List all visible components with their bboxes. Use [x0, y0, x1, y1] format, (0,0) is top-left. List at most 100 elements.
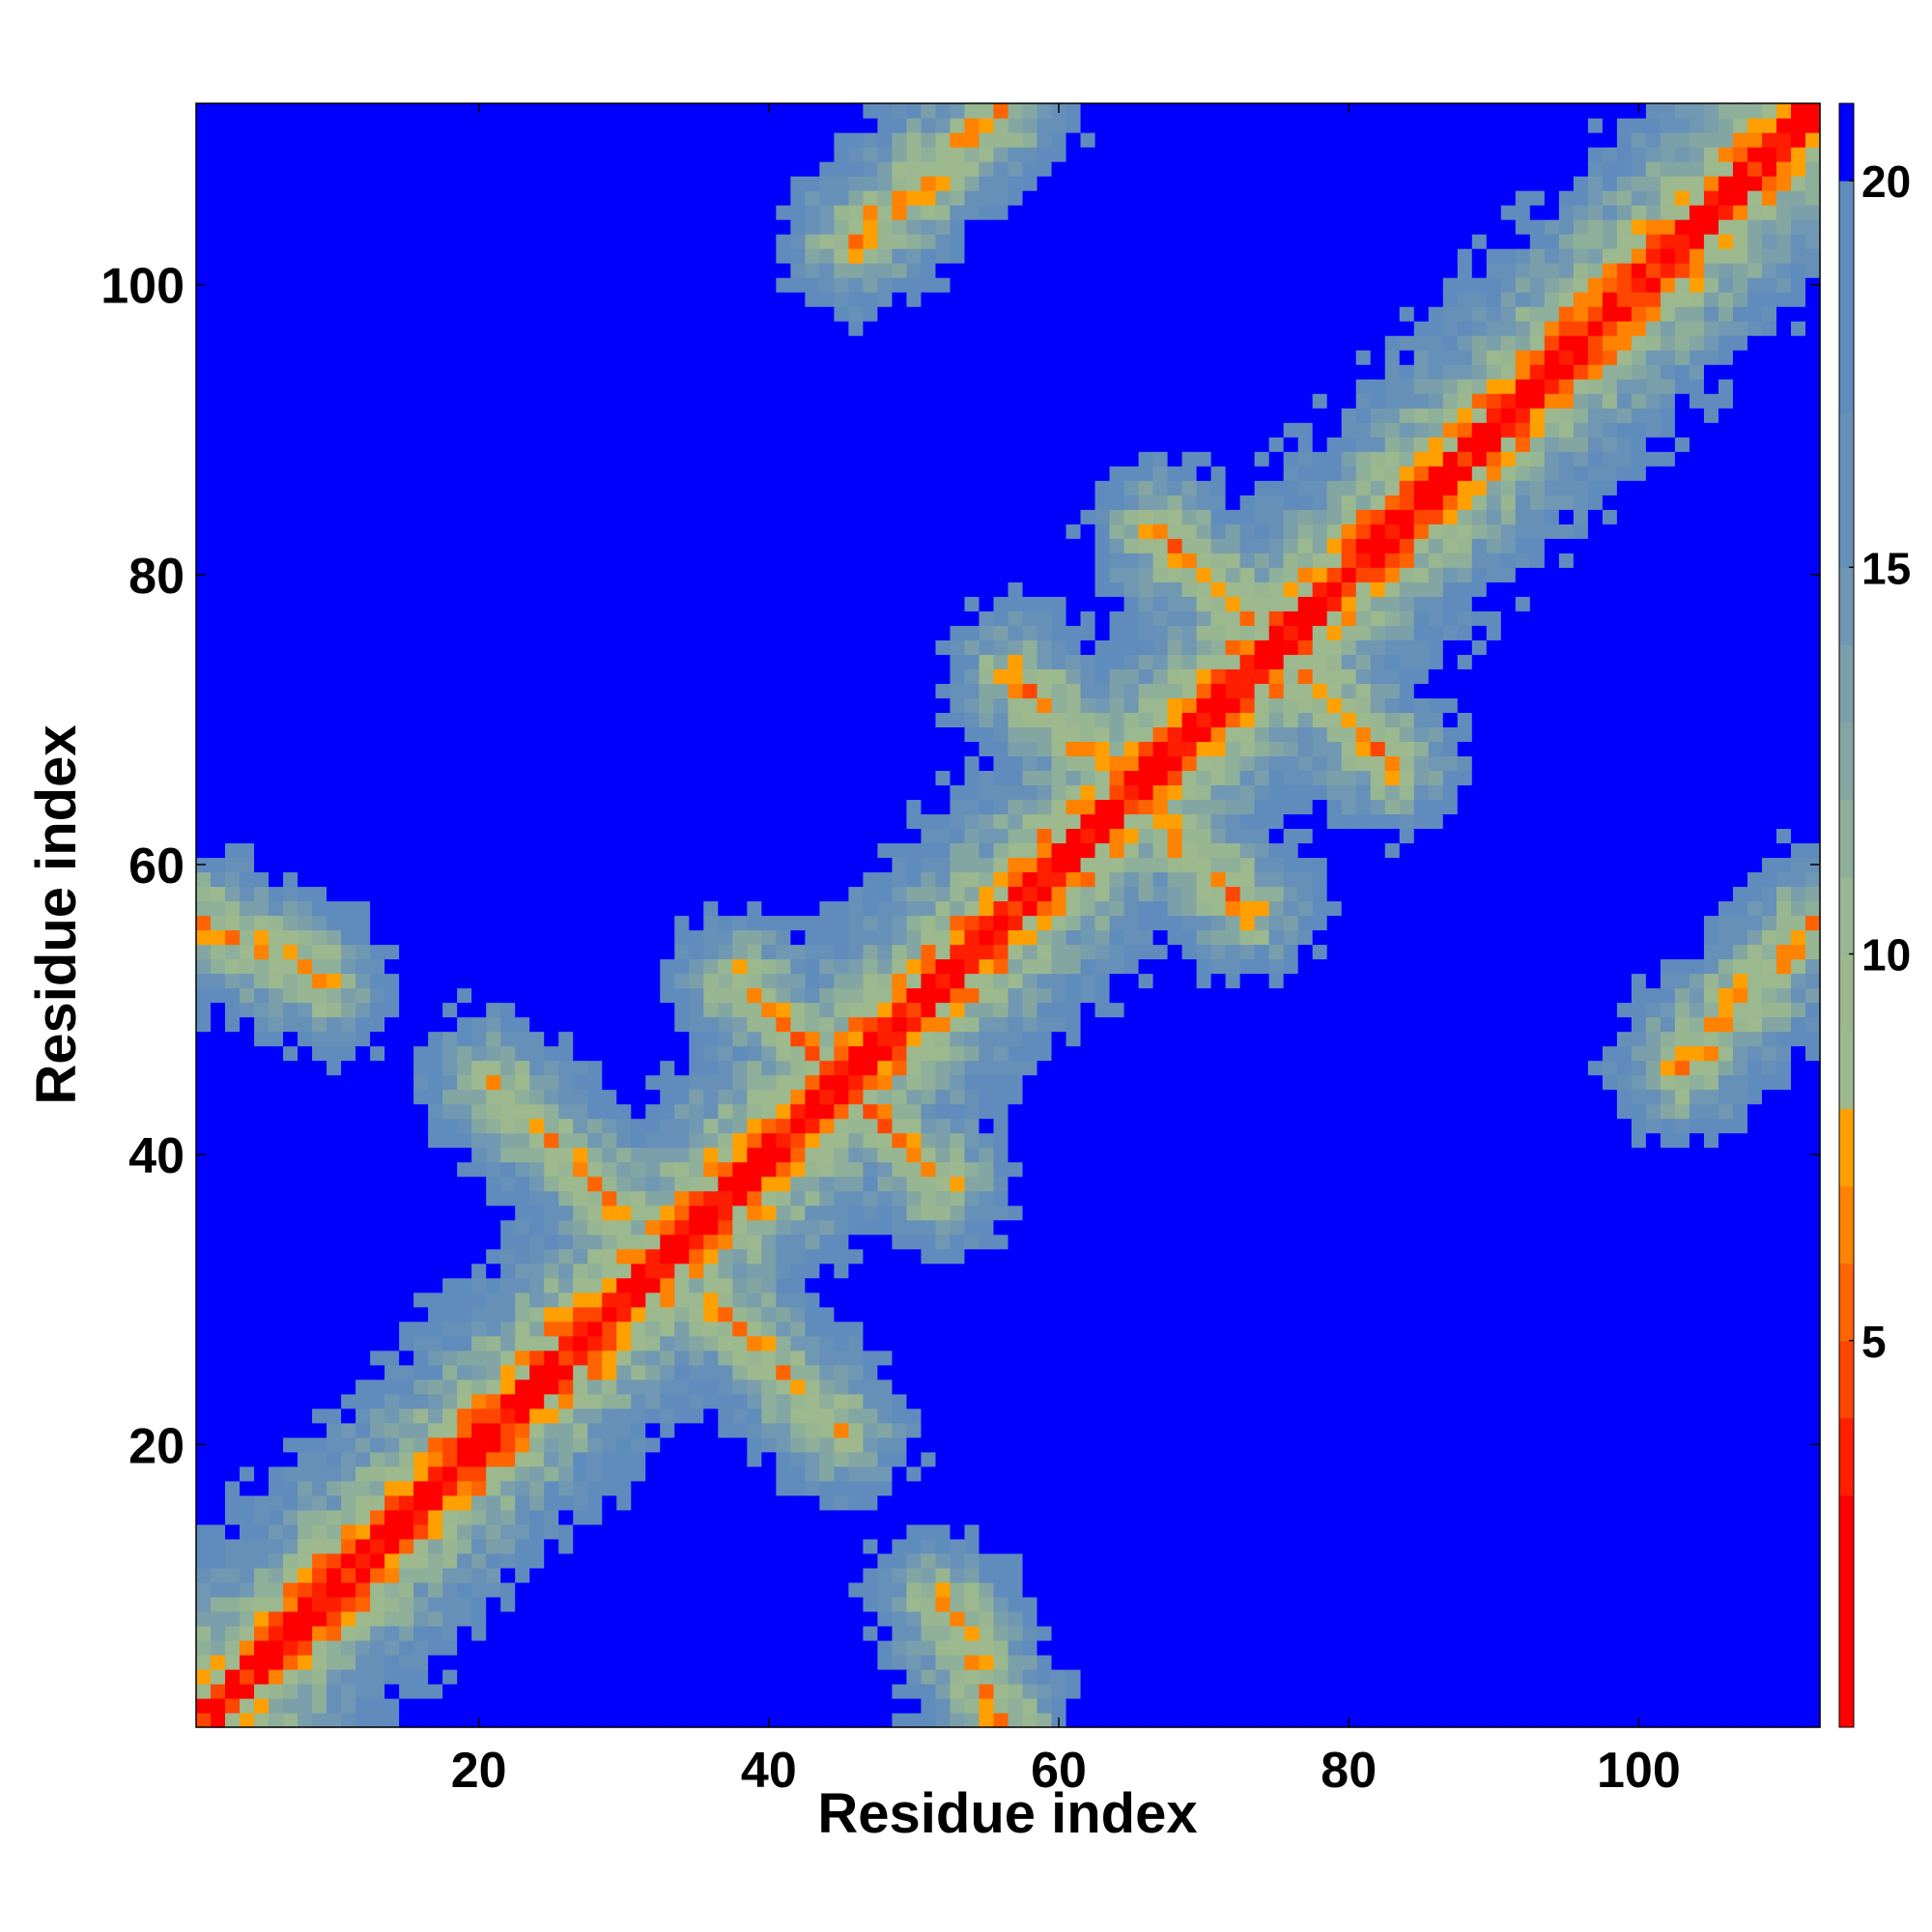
heatmap-cell — [211, 1292, 226, 1308]
heatmap-cell — [573, 1321, 588, 1337]
heatmap-cell — [457, 712, 472, 727]
heatmap-cell — [355, 306, 371, 322]
heatmap-cell — [211, 813, 226, 830]
heatmap-cell — [225, 190, 241, 206]
heatmap-cell — [442, 1219, 458, 1236]
heatmap-cell — [327, 1494, 342, 1511]
heatmap-cell — [384, 639, 400, 655]
heatmap-cell — [500, 161, 516, 177]
heatmap-cell — [298, 176, 313, 191]
heatmap-cell — [269, 1074, 284, 1091]
heatmap-cell — [269, 1393, 284, 1409]
heatmap-cell — [370, 1074, 385, 1091]
heatmap-cell — [413, 886, 429, 902]
heatmap-cell — [805, 1161, 820, 1178]
heatmap-cell — [616, 205, 632, 220]
heatmap-cell — [732, 1234, 748, 1250]
heatmap-cell — [312, 596, 327, 611]
heatmap-cell — [442, 1277, 458, 1293]
heatmap-cell — [602, 799, 617, 815]
heatmap-cell — [558, 524, 574, 539]
heatmap-cell — [703, 828, 719, 844]
heatmap-cell — [486, 1509, 501, 1525]
heatmap-cell — [645, 683, 661, 698]
heatmap-cell — [298, 1248, 313, 1264]
heatmap-cell — [355, 1712, 371, 1728]
heatmap-cell — [645, 335, 661, 351]
heatmap-cell — [384, 1205, 400, 1221]
heatmap-cell — [602, 1103, 617, 1120]
heatmap-cell — [384, 1176, 400, 1192]
heatmap-cell — [732, 1465, 748, 1482]
heatmap-cell — [631, 726, 646, 742]
heatmap-cell — [602, 1625, 617, 1641]
heatmap-cell — [776, 1465, 791, 1482]
heatmap-cell — [211, 987, 226, 1004]
heatmap-cell — [674, 1538, 690, 1554]
heatmap-cell — [602, 350, 617, 365]
heatmap-cell — [718, 1567, 733, 1583]
heatmap-cell — [312, 190, 327, 206]
heatmap-cell — [631, 1480, 646, 1496]
heatmap-cell — [660, 1205, 675, 1221]
heatmap-cell — [776, 248, 791, 264]
heatmap-cell — [254, 1234, 270, 1250]
heatmap-cell — [457, 132, 472, 148]
heatmap-cell — [544, 1118, 559, 1134]
heatmap-cell — [732, 263, 748, 278]
heatmap-cell — [196, 1538, 212, 1554]
heatmap-cell — [298, 1625, 313, 1641]
heatmap-cell — [211, 1494, 226, 1511]
heatmap-cell — [718, 958, 733, 975]
heatmap-cell — [631, 683, 646, 698]
heatmap-cell — [747, 321, 762, 336]
heatmap-cell — [587, 944, 603, 960]
heatmap-cell — [834, 987, 849, 1004]
heatmap-cell — [225, 466, 241, 481]
heatmap-cell — [602, 1176, 617, 1192]
heatmap-cell — [327, 1610, 342, 1627]
heatmap-cell — [616, 147, 632, 162]
heatmap-cell — [196, 147, 212, 162]
heatmap-cell — [819, 495, 835, 510]
heatmap-cell — [196, 1292, 212, 1308]
heatmap-cell — [544, 132, 559, 148]
heatmap-cell — [442, 1263, 458, 1279]
heatmap-cell — [428, 987, 443, 1004]
heatmap-cell — [211, 480, 226, 496]
heatmap-cell — [587, 929, 603, 946]
heatmap-cell — [718, 379, 733, 394]
heatmap-cell — [312, 1277, 327, 1293]
heatmap-cell — [399, 1277, 414, 1293]
heatmap-cell — [355, 697, 371, 713]
heatmap-cell — [283, 712, 298, 727]
heatmap-cell — [573, 784, 588, 801]
heatmap-cell — [558, 553, 574, 568]
heatmap-cell — [312, 1219, 327, 1236]
heatmap-cell — [327, 784, 342, 801]
heatmap-cell — [196, 1581, 212, 1598]
heatmap-cell — [283, 408, 298, 423]
heatmap-cell — [486, 596, 501, 611]
heatmap-cell — [718, 1552, 733, 1569]
heatmap-cell — [384, 1465, 400, 1482]
heatmap-cell — [471, 437, 487, 452]
heatmap-cell — [703, 509, 719, 525]
heatmap-cell — [703, 1031, 719, 1047]
heatmap-cell — [732, 495, 748, 510]
heatmap-cell — [211, 495, 226, 510]
heatmap-cell — [413, 1378, 429, 1395]
heatmap-cell — [355, 1016, 371, 1033]
heatmap-cell — [689, 1219, 704, 1236]
heatmap-cell — [384, 1596, 400, 1612]
heatmap-cell — [747, 335, 762, 351]
heatmap-cell — [269, 958, 284, 975]
heatmap-cell — [370, 1364, 385, 1380]
heatmap-cell — [486, 929, 501, 946]
heatmap-cell — [660, 712, 675, 727]
heatmap-cell — [732, 944, 748, 960]
heatmap-cell — [718, 1074, 733, 1091]
heatmap-cell — [341, 915, 356, 931]
heatmap-cell — [573, 654, 588, 669]
heatmap-cell — [428, 857, 443, 873]
